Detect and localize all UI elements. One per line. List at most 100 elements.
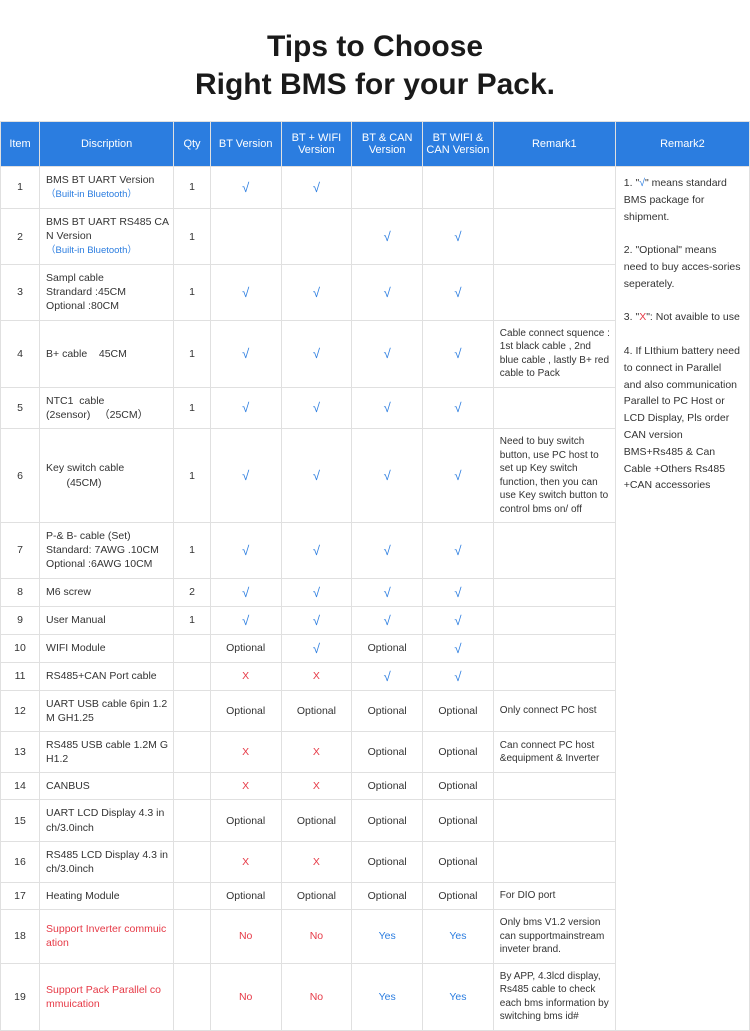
cell-desc: Support Inverter commuication	[40, 910, 174, 964]
cell-qty: 1	[174, 167, 211, 209]
cell-remark1: For DIO port	[493, 883, 615, 910]
cell-item: 16	[1, 841, 40, 882]
cell-v1: Optional	[210, 800, 281, 841]
cell-v2: √	[281, 387, 352, 428]
cell-v1: √	[210, 606, 281, 634]
cell-item: 13	[1, 731, 40, 772]
cell-v3: Optional	[352, 800, 423, 841]
cell-remark1	[493, 634, 615, 662]
cell-v2: √	[281, 320, 352, 387]
cell-remark1	[493, 167, 615, 209]
cell-item: 6	[1, 429, 40, 523]
cell-v1: √	[210, 320, 281, 387]
cell-remark1: Can connect PC host &equipment & Inverte…	[493, 731, 615, 772]
header-row: Item Discription Qty BT Version BT + WIF…	[1, 122, 750, 167]
cell-desc: M6 screw	[40, 578, 174, 606]
cell-item: 9	[1, 606, 40, 634]
cell-qty	[174, 883, 211, 910]
cell-desc: Heating Module	[40, 883, 174, 910]
cell-v3: √	[352, 320, 423, 387]
cell-item: 10	[1, 634, 40, 662]
cell-v4: √	[423, 523, 494, 579]
cell-desc: Key switch cable (45CM)	[40, 429, 174, 523]
cell-v4: √	[423, 265, 494, 321]
cell-v1: √	[210, 167, 281, 209]
cell-v3: Optional	[352, 841, 423, 882]
cell-desc: NTC1 cable(2sensor) （25CM）	[40, 387, 174, 428]
cell-v1: Optional	[210, 634, 281, 662]
cell-v3: Yes	[352, 963, 423, 1030]
col-remark1: Remark1	[493, 122, 615, 167]
cell-remark1	[493, 523, 615, 579]
cell-remark1: Only bms V1.2 version can supportmainstr…	[493, 910, 615, 964]
cell-v3: √	[352, 523, 423, 579]
cell-qty: 1	[174, 523, 211, 579]
cell-desc: BMS BT UART Version（Built-in Bluetooth）	[40, 167, 174, 209]
title-line1: Tips to Choose	[267, 30, 483, 63]
cell-remark1	[493, 387, 615, 428]
cell-item: 15	[1, 800, 40, 841]
col-remark2: Remark2	[615, 122, 749, 167]
cell-v1: √	[210, 523, 281, 579]
cell-qty: 1	[174, 208, 211, 264]
cell-item: 19	[1, 963, 40, 1030]
cell-v1: X	[210, 662, 281, 690]
cell-v2: X	[281, 662, 352, 690]
cell-remark1	[493, 208, 615, 264]
cell-v4: √	[423, 578, 494, 606]
cell-remark1: Need to buy switch button, use PC host t…	[493, 429, 615, 523]
cell-v1: X	[210, 773, 281, 800]
cell-remark1	[493, 773, 615, 800]
bms-comparison-table: Item Discription Qty BT Version BT + WIF…	[0, 121, 750, 1031]
cell-v3	[352, 167, 423, 209]
cell-qty	[174, 841, 211, 882]
remark2-cell: 1. "√" means standard BMS package for sh…	[615, 167, 749, 1031]
cell-v2: Optional	[281, 690, 352, 731]
cell-v4: √	[423, 662, 494, 690]
col-bt-wifi-can: BT WIFI & CAN Version	[423, 122, 494, 167]
cell-desc: UART LCD Display 4.3 inch/3.0inch	[40, 800, 174, 841]
cell-item: 11	[1, 662, 40, 690]
cell-desc: P-& B- cable (Set)Standard: 7AWG .10CMOp…	[40, 523, 174, 579]
cell-qty: 1	[174, 387, 211, 428]
cell-item: 5	[1, 387, 40, 428]
cell-remark1	[493, 841, 615, 882]
cell-v1	[210, 208, 281, 264]
cell-v1: √	[210, 429, 281, 523]
cell-qty	[174, 800, 211, 841]
cell-v1: No	[210, 910, 281, 964]
cell-remark1	[493, 606, 615, 634]
cell-qty	[174, 731, 211, 772]
cell-v2: Optional	[281, 800, 352, 841]
cell-qty: 2	[174, 578, 211, 606]
cell-item: 17	[1, 883, 40, 910]
cell-v3: Optional	[352, 773, 423, 800]
cell-desc: Sampl cableStrandard :45CMOptional :80CM	[40, 265, 174, 321]
cell-v4: √	[423, 429, 494, 523]
cell-v2: √	[281, 523, 352, 579]
cell-item: 12	[1, 690, 40, 731]
col-qty: Qty	[174, 122, 211, 167]
cell-remark1	[493, 662, 615, 690]
col-bt-wifi: BT + WIFI Version	[281, 122, 352, 167]
cell-v4: Optional	[423, 773, 494, 800]
cell-remark1	[493, 800, 615, 841]
cell-qty	[174, 963, 211, 1030]
cell-item: 2	[1, 208, 40, 264]
cell-desc: BMS BT UART RS485 CAN Version（Built-in B…	[40, 208, 174, 264]
cell-v1: √	[210, 578, 281, 606]
table-row: 1BMS BT UART Version（Built-in Bluetooth）…	[1, 167, 750, 209]
cell-v3: Optional	[352, 883, 423, 910]
cell-v3: √	[352, 429, 423, 523]
cell-v3: √	[352, 387, 423, 428]
cell-v2: √	[281, 606, 352, 634]
cell-remark1: By APP, 4.3lcd display, Rs485 cable to c…	[493, 963, 615, 1030]
cell-v1: √	[210, 265, 281, 321]
cell-v3: Optional	[352, 690, 423, 731]
cell-v4: √	[423, 208, 494, 264]
cell-qty	[174, 910, 211, 964]
cell-remark1: Only connect PC host	[493, 690, 615, 731]
cell-v1: √	[210, 387, 281, 428]
cell-v4: Optional	[423, 800, 494, 841]
cell-v2: X	[281, 773, 352, 800]
